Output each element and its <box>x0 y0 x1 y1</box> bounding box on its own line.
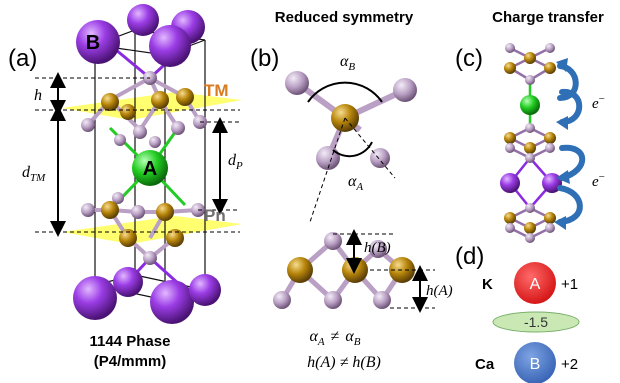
alpha-a-label: αA <box>348 173 363 193</box>
panel-d: (d) K A +1 -1.5 Ca B +2 <box>455 243 580 383</box>
alpha-b-label: αB <box>340 53 355 73</box>
dtm-label: dTM <box>22 164 46 184</box>
tm-atom <box>120 104 136 120</box>
eq-alpha: αA ≠ αB <box>309 328 360 348</box>
pn-atom <box>131 205 145 219</box>
electron-label-bottom: e− <box>592 171 605 190</box>
pn-atom <box>133 125 147 139</box>
b-atom <box>149 25 191 67</box>
pn-atom <box>316 146 340 170</box>
pn-atom <box>373 291 391 309</box>
b-atom <box>113 267 143 297</box>
pn-atom <box>149 136 161 148</box>
tm-atom <box>176 88 194 106</box>
chain-atoms <box>500 43 562 243</box>
pn-atom <box>143 251 157 265</box>
tm-atom <box>119 229 137 247</box>
b-atom <box>127 4 159 36</box>
b-atom <box>189 274 221 306</box>
pn-atom <box>370 148 390 168</box>
dp-label: dP <box>228 152 243 172</box>
tm-atom <box>166 229 184 247</box>
pn-atom <box>171 121 185 135</box>
pn-atom <box>285 71 309 95</box>
h-a-label: h(A) <box>426 283 453 299</box>
atom-a-label: A <box>143 158 157 180</box>
tetrahedron <box>285 71 417 223</box>
panel-b-label: (b) <box>250 45 279 72</box>
charge-b-label: +2 <box>561 356 578 373</box>
tm-atom <box>287 257 313 283</box>
h-b-label: h(B) <box>364 240 391 256</box>
phase-label: 1144 Phase <box>90 333 171 350</box>
panel-b-title: Reduced symmetry <box>275 9 414 26</box>
pn-atom <box>273 291 291 309</box>
tm-atom <box>101 201 119 219</box>
k-label: K <box>482 276 493 293</box>
pn-atom <box>324 232 342 250</box>
charge-a-label: +1 <box>561 276 578 293</box>
panel-b: (b) Reduced symmetry αB <box>250 9 453 371</box>
pn-label: Pn <box>204 206 226 225</box>
b-atom-blue <box>514 342 556 383</box>
tm-plane-top <box>62 92 242 120</box>
charge-diff-ellipse <box>492 311 580 333</box>
tm-label: TM <box>204 81 229 100</box>
atom-b-label: B <box>86 32 100 54</box>
pn-atom <box>112 192 124 204</box>
panel-d-label: (d) <box>455 243 484 270</box>
a-atom <box>520 95 540 115</box>
space-group-label: (P4/mmm) <box>94 353 167 370</box>
alpha-a-arc <box>332 141 373 158</box>
pn-atom <box>324 291 342 309</box>
atom-b-d-label: B <box>530 356 541 373</box>
pn-atom <box>114 134 126 146</box>
charge-diff-label: -1.5 <box>524 314 548 330</box>
a-atom-red <box>514 262 556 304</box>
pn-atom <box>81 118 95 132</box>
a-atom <box>132 150 168 186</box>
tm-atom <box>101 93 119 111</box>
panel-c: (c) Charge transfer <box>455 9 605 243</box>
b-atom <box>150 280 194 324</box>
panel-c-label: (c) <box>455 45 483 72</box>
panel-a-label: (a) <box>8 45 37 72</box>
tm-atom <box>151 91 169 109</box>
eq-h: h(A) ≠ h(B) <box>307 354 381 371</box>
electron-label-top: e− <box>592 93 605 112</box>
charge-arrowheads <box>554 58 570 230</box>
atom-a-d-label: A <box>530 276 541 293</box>
panel-a: (a) <box>8 4 243 370</box>
ca-label: Ca <box>475 356 495 373</box>
h-label: h <box>34 87 42 104</box>
b-atom <box>76 20 120 64</box>
b-atom <box>500 173 520 193</box>
pn-atom <box>81 203 95 217</box>
charge-arrows <box>557 63 586 225</box>
b-atom <box>73 276 117 320</box>
pn-atom <box>369 240 387 258</box>
panel-c-title: Charge transfer <box>492 9 604 26</box>
tm-plane-bottom <box>62 216 242 244</box>
tm-atom <box>156 203 174 221</box>
alpha-b-arc <box>307 81 383 103</box>
pn-atom <box>393 78 417 102</box>
